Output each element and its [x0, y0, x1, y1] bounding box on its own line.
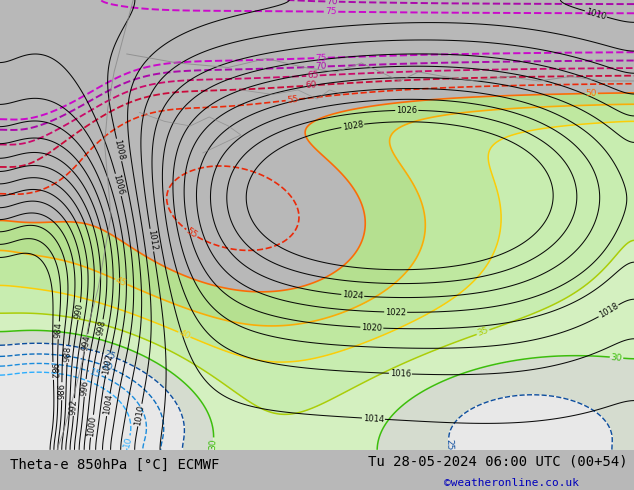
Text: 25: 25	[103, 349, 117, 362]
Text: 1028: 1028	[342, 120, 364, 132]
Text: 70: 70	[327, 0, 338, 6]
Text: 1018: 1018	[597, 302, 620, 320]
Text: 1010: 1010	[134, 404, 146, 426]
Text: 75: 75	[325, 7, 336, 16]
Text: 996: 996	[80, 379, 91, 396]
Text: Theta-e 850hPa [°C] ECMWF: Theta-e 850hPa [°C] ECMWF	[10, 458, 219, 472]
Text: 30: 30	[209, 438, 218, 450]
Text: 1006: 1006	[112, 173, 126, 196]
Text: 15: 15	[88, 367, 102, 380]
Text: 1000: 1000	[86, 415, 98, 437]
Text: 65: 65	[307, 71, 319, 80]
Text: 1010: 1010	[585, 7, 607, 21]
Text: 1016: 1016	[390, 369, 411, 379]
Text: 1002: 1002	[101, 353, 114, 375]
Text: 50: 50	[585, 89, 597, 98]
Text: 25: 25	[444, 439, 453, 450]
Text: 60: 60	[306, 80, 318, 90]
Text: 1004: 1004	[102, 393, 114, 416]
Text: 1014: 1014	[363, 414, 384, 424]
Text: 990: 990	[74, 303, 85, 319]
Text: 984: 984	[54, 322, 64, 339]
Text: 1022: 1022	[385, 308, 406, 317]
Text: Tu 28-05-2024 06:00 UTC (00+54): Tu 28-05-2024 06:00 UTC (00+54)	[368, 454, 628, 468]
Text: 988: 988	[63, 345, 73, 362]
Text: 1008: 1008	[112, 139, 126, 161]
Text: 30: 30	[611, 353, 623, 363]
Text: 986: 986	[57, 383, 67, 399]
Text: 1026: 1026	[396, 106, 417, 115]
Text: 1024: 1024	[342, 290, 363, 301]
Text: 55: 55	[286, 95, 299, 105]
Text: 994: 994	[80, 334, 92, 351]
Text: 1020: 1020	[361, 323, 382, 333]
Text: ©weatheronline.co.uk: ©weatheronline.co.uk	[444, 478, 579, 488]
Text: 992: 992	[69, 399, 79, 415]
Text: 20: 20	[100, 360, 113, 373]
Text: 982: 982	[48, 363, 58, 379]
Text: 1012: 1012	[146, 229, 158, 251]
Text: 45: 45	[114, 275, 128, 288]
Text: 10: 10	[122, 435, 134, 449]
Text: 998: 998	[96, 319, 107, 337]
Text: 70: 70	[315, 62, 327, 72]
Text: 55: 55	[184, 226, 199, 240]
Text: 35: 35	[476, 326, 490, 338]
Text: 75: 75	[315, 53, 327, 63]
Text: 40: 40	[178, 328, 191, 341]
